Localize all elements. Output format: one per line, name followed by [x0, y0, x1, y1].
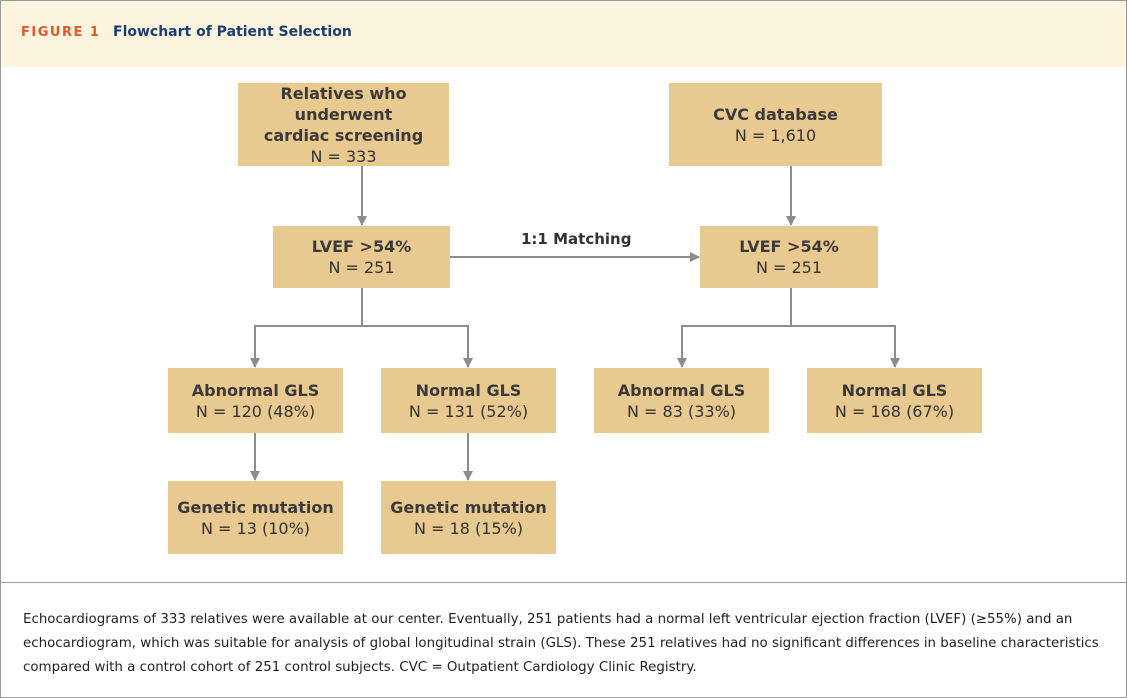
node-box: LVEF >54% N = 251	[273, 226, 450, 288]
node-box: Normal GLS N = 131 (52%)	[381, 368, 556, 433]
node-title: Normal GLS	[841, 380, 948, 400]
node-title: LVEF >54%	[739, 237, 839, 256]
node-count: N = 168 (67%)	[834, 401, 955, 421]
node-box: Relatives who underwent cardiac screening…	[238, 83, 449, 166]
node-count: N = 120 (48%)	[195, 401, 316, 421]
node-count: N = 83 (33%)	[626, 401, 737, 421]
connectors	[250, 166, 900, 481]
figure-title: Flowchart of Patient Selection	[113, 24, 352, 40]
node-title: CVC database	[713, 104, 838, 124]
connector	[254, 325, 473, 368]
divider	[1, 582, 1126, 583]
node-count: N = 13 (10%)	[200, 518, 311, 538]
node-box: Genetic mutation N = 13 (10%)	[168, 481, 343, 554]
header: FIGURE 1 Flowchart of Patient Selection	[1, 1, 1126, 67]
node-box: Genetic mutation N = 18 (15%)	[381, 481, 556, 554]
node-count: N = 251	[328, 258, 395, 277]
node-count: N = 251	[755, 258, 823, 277]
node-box: Abnormal GLS N = 83 (33%)	[594, 368, 769, 433]
caption: Echocardiograms of 333 relatives were av…	[23, 612, 1099, 675]
node-count: N = 18 (15%)	[413, 518, 524, 538]
node-title: LVEF >54%	[311, 237, 412, 256]
edge-label: 1:1 Matching	[521, 230, 632, 248]
node-title: Normal GLS	[415, 380, 522, 400]
node-box: Abnormal GLS N = 120 (48%)	[168, 368, 343, 433]
figure-label: FIGURE 1	[21, 25, 101, 40]
node-box: LVEF >54% N = 251	[700, 226, 878, 288]
node-count: N = 1,610	[734, 125, 817, 145]
node-title: Genetic mutation	[390, 497, 547, 517]
node-title: Relatives who underwent	[280, 83, 407, 124]
node-title: Abnormal GLS	[191, 380, 320, 400]
node-count: N = 131 (52%)	[408, 401, 529, 421]
node-title: Abnormal GLS	[617, 380, 746, 400]
node-title: Genetic mutation	[177, 497, 334, 517]
node-box: Normal GLS N = 168 (67%)	[807, 368, 982, 433]
connector	[681, 325, 900, 368]
node-title: cardiac screening	[263, 125, 424, 145]
node-count: N = 333	[310, 146, 377, 166]
node-box: CVC database N = 1,610	[669, 83, 882, 166]
